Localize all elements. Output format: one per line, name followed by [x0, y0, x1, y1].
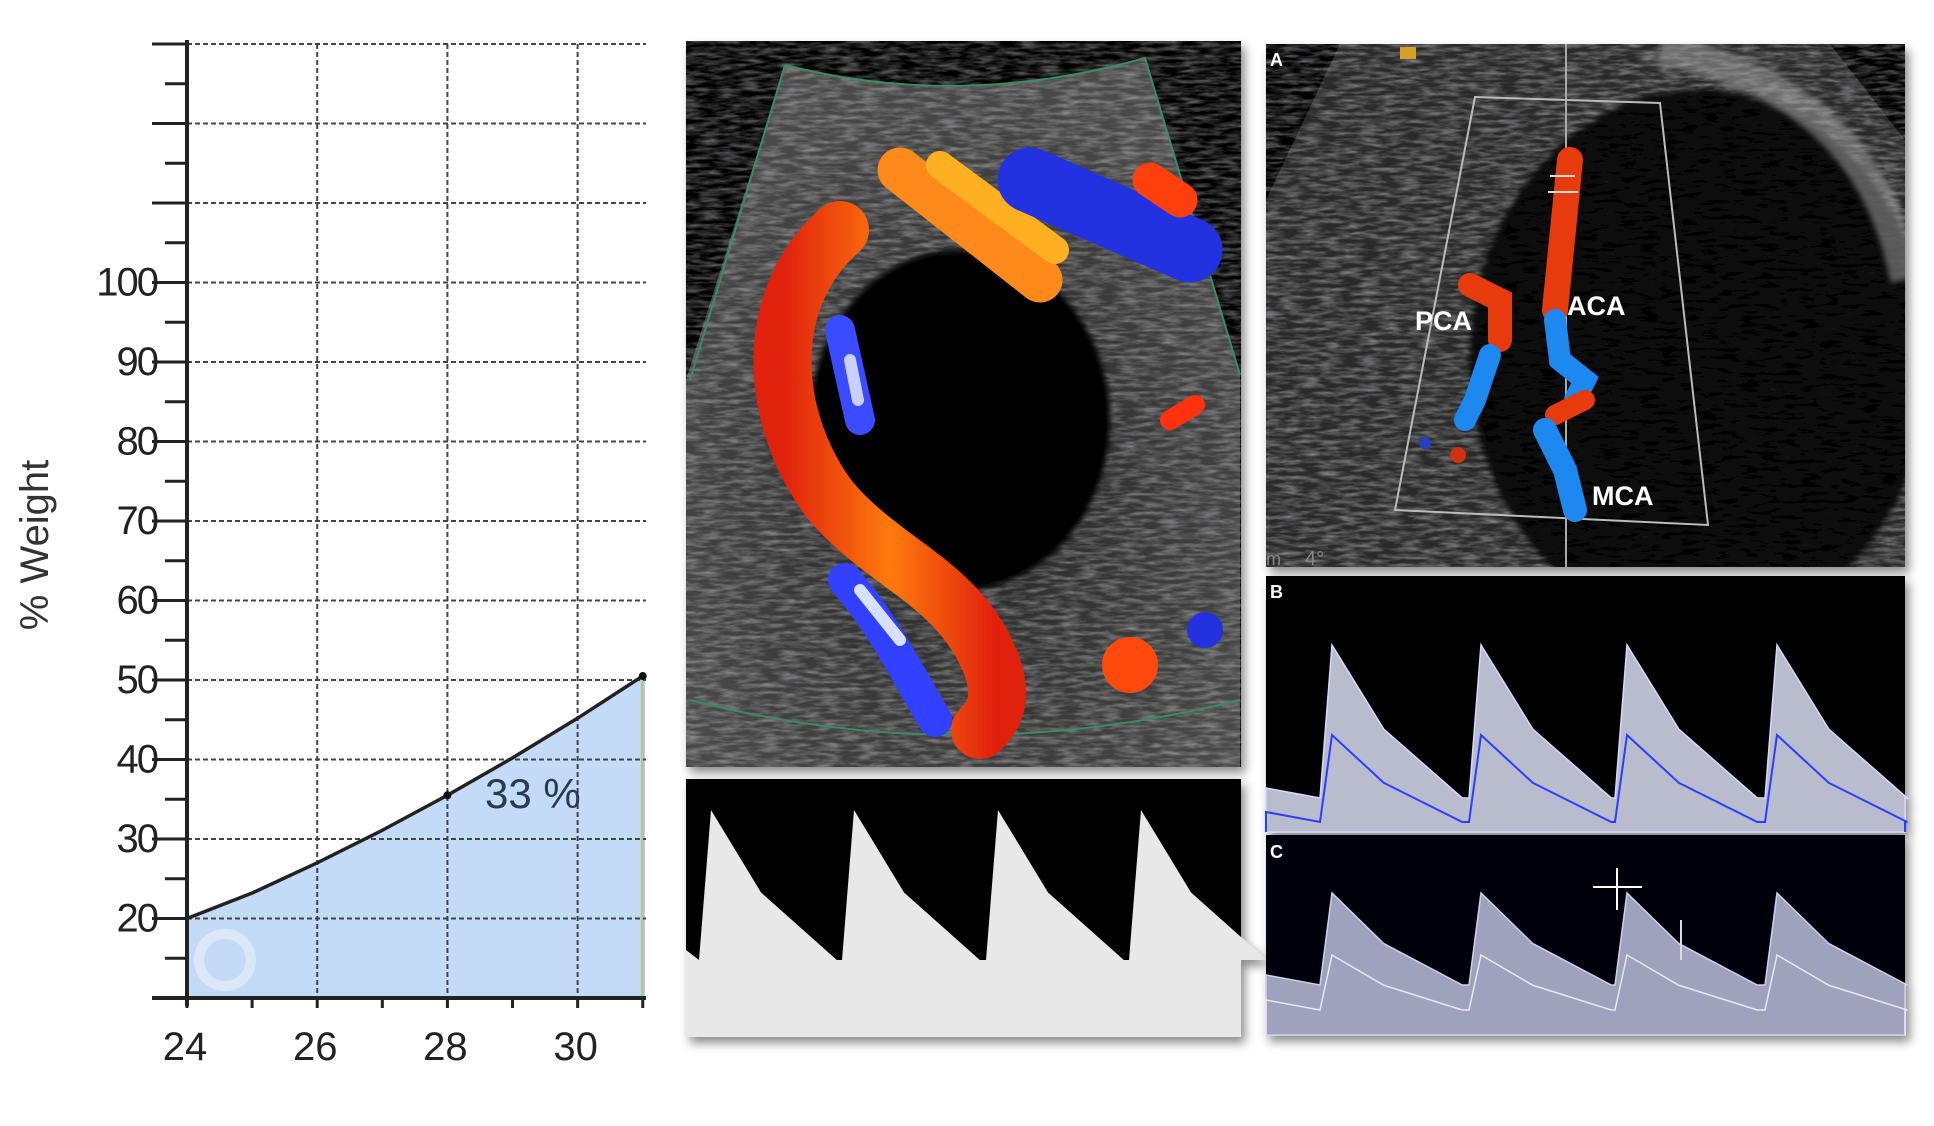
vessel-label-mca: MCA — [1592, 481, 1654, 511]
panel-c-label: C — [1270, 842, 1283, 862]
y-tick-label: 40 — [117, 738, 158, 782]
watermark-logo — [194, 929, 256, 991]
y-tick-label: 50 — [117, 658, 158, 702]
x-tick-label: 30 — [553, 1025, 598, 1069]
panel-b-label: B — [1270, 582, 1283, 602]
annotation-label: 33 % — [485, 770, 581, 817]
panel-b-spectral-doppler: B — [1265, 576, 1910, 833]
y-tick-label: 100 — [96, 261, 157, 305]
edge-text: m — [1266, 549, 1281, 569]
y-tick-label: 60 — [117, 579, 158, 623]
x-tick-label: 28 — [423, 1025, 468, 1069]
y-tick-label: 90 — [117, 340, 158, 384]
spectral-doppler-middle — [686, 779, 1267, 1037]
y-tick-label: 20 — [117, 897, 158, 941]
y-tick-label: 80 — [117, 420, 158, 464]
angle-readout: 4° — [1305, 548, 1324, 570]
data-point — [443, 791, 452, 800]
panel-a-label: A — [1270, 50, 1283, 70]
x-tick-label: 24 — [163, 1025, 208, 1069]
data-point — [638, 672, 647, 681]
data-line — [186, 674, 644, 921]
x-tick-label: 26 — [293, 1025, 338, 1069]
panel-c-spectral-doppler: C — [1265, 835, 1908, 1036]
area-fill — [187, 676, 643, 998]
y-axis-label: % Weight — [13, 460, 57, 630]
color-doppler-image — [686, 41, 1241, 767]
vessel-label-aca: ACA — [1567, 291, 1626, 321]
y-tick-label: 70 — [117, 499, 158, 543]
weight-percent-chart: 20 30 40 50 60 70 80 90 100 24 26 28 30 % Weight 33 % — [13, 40, 647, 1069]
vessel-label-pca: PCA — [1415, 306, 1472, 336]
y-tick-label: 30 — [117, 817, 158, 861]
panel-a-doppler-image: A PCA ACA MCA m 4° — [1266, 44, 1905, 570]
